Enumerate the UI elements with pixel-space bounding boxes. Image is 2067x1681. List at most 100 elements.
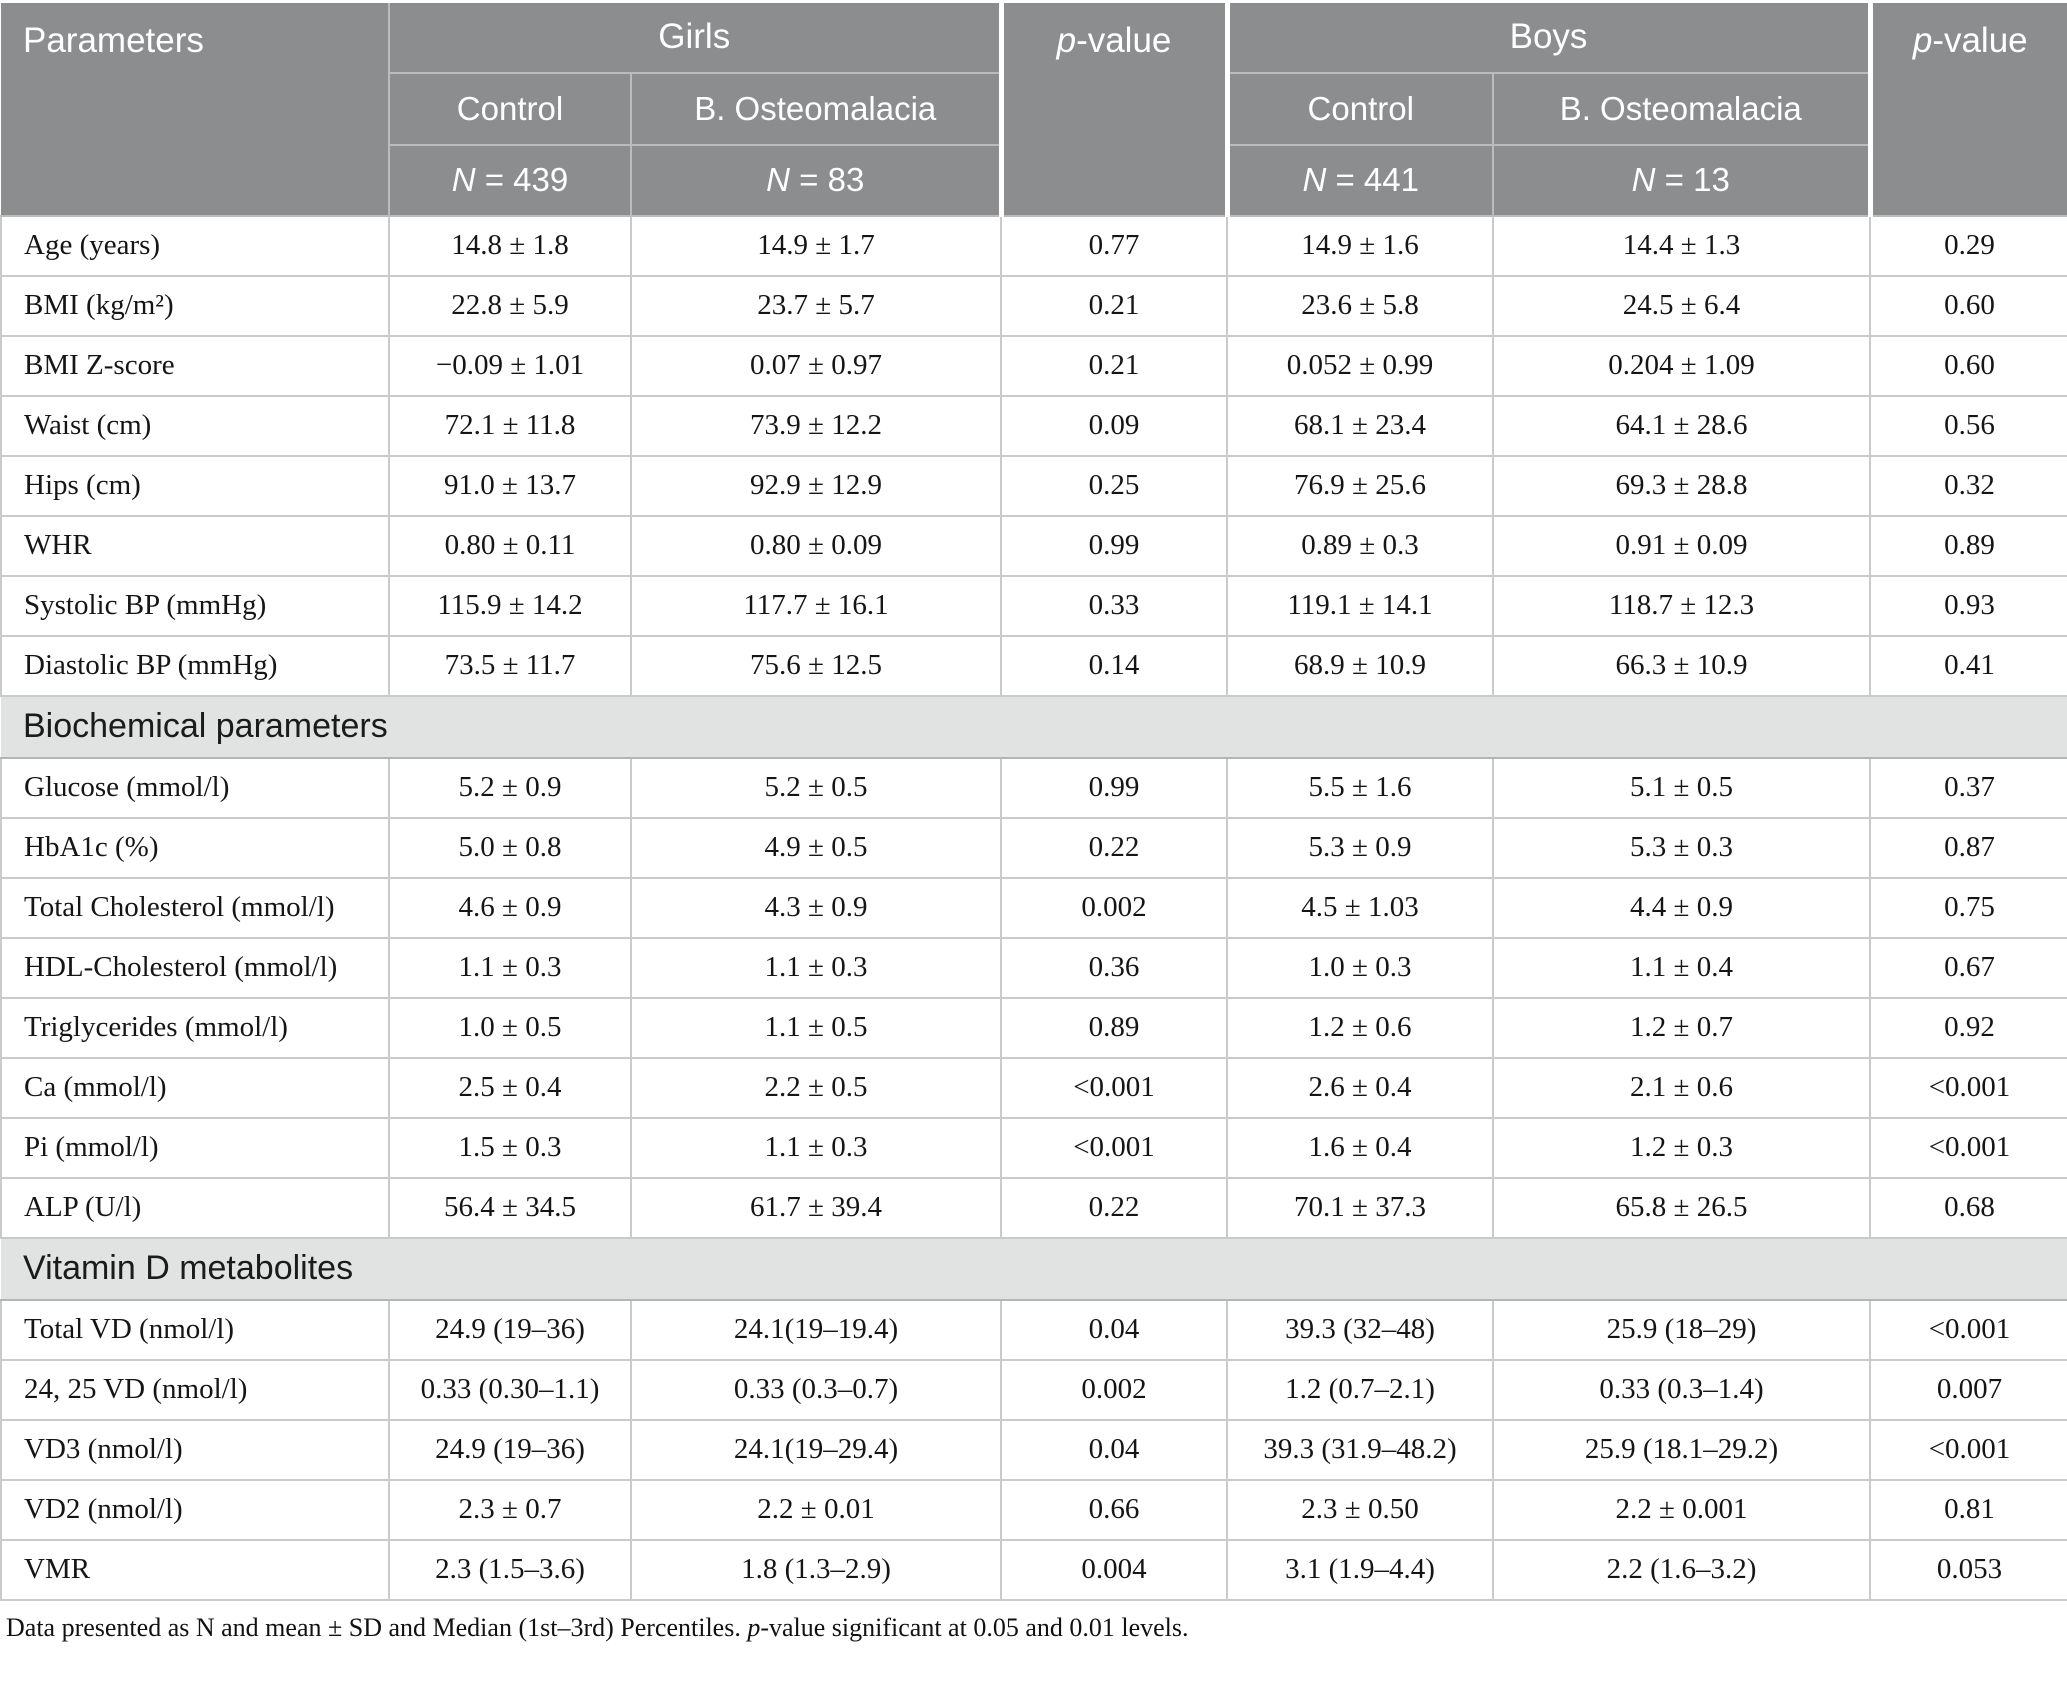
row-value: 117.7 ± 16.1 [630,574,1002,637]
n-value: = 441 [1326,161,1419,198]
row-value: 76.9 ± 25.6 [1226,454,1494,517]
row-parameter: Total VD (nmol/l) [0,1298,390,1361]
table-row: Ca (mmol/l) 2.5 ± 0.4 2.2 ± 0.5 <0.001 2.6 ±… [0,1056,2067,1119]
row-value: 0.93 [1869,574,2067,637]
table-row: Triglycerides (mmol/l) 1.0 ± 0.5 1.1 ± 0.5… [0,996,2067,1059]
row-value: 0.04 [1000,1298,1228,1361]
girls-osteomalacia-header: B. Osteomalacia [630,71,1002,146]
row-value: 69.3 ± 28.8 [1492,454,1871,517]
row-value: 1.0 ± 0.5 [388,996,632,1059]
girls-pvalue-column-header: p-value [998,0,1230,217]
row-value: 0.204 ± 1.09 [1492,334,1871,397]
table-row: Diastolic BP (mmHg) 73.5 ± 11.7 75.6 ± 12.… [0,634,2067,697]
table-row: WHR 0.80 ± 0.11 0.80 ± 0.09 0.99 0.89 ± 0.3 0… [0,514,2067,577]
row-value: 14.9 ± 1.6 [1226,214,1494,277]
row-value: 118.7 ± 12.3 [1492,574,1871,637]
table-row: VD3 (nmol/l) 24.9 (19–36) 24.1(19–29.4) 0.0… [0,1418,2067,1481]
row-value: 14.8 ± 1.8 [388,214,632,277]
row-value: 61.7 ± 39.4 [630,1176,1002,1239]
row-value: 1.8 (1.3–2.9) [630,1538,1002,1601]
footnote-part2: -value significant at 0.05 and 0.01 leve… [760,1612,1189,1642]
row-value: 1.0 ± 0.3 [1226,936,1494,999]
table-row: Pi (mmol/l) 1.5 ± 0.3 1.1 ± 0.3 <0.001 1.6 ±… [0,1116,2067,1179]
row-value: <0.001 [1869,1418,2067,1481]
row-value: 4.4 ± 0.9 [1492,876,1871,939]
row-parameter: 24, 25 VD (nmol/l) [0,1358,390,1421]
n-italic: N [1631,161,1656,198]
row-value: 24.5 ± 6.4 [1492,274,1871,337]
row-value: 72.1 ± 11.8 [388,394,632,457]
row-parameter: VD3 (nmol/l) [0,1418,390,1481]
row-value: 0.67 [1869,936,2067,999]
boys-osteomalacia-n: N = 13 [1492,143,1871,217]
table-row: Glucose (mmol/l) 5.2 ± 0.9 5.2 ± 0.5 0.99 5.… [0,756,2067,819]
row-value: 24.1(19–29.4) [630,1418,1002,1481]
row-value: 0.21 [1000,334,1228,397]
row-value: 14.9 ± 1.7 [630,214,1002,277]
row-value: 39.3 (32–48) [1226,1298,1494,1361]
row-value: 0.80 ± 0.09 [630,514,1002,577]
row-value: 4.5 ± 1.03 [1226,876,1494,939]
pvalue-rest: -value [1076,21,1172,60]
row-parameter: ALP (U/l) [0,1176,390,1239]
boys-control-n: N = 441 [1226,143,1494,217]
n-value: = 439 [475,161,569,198]
row-value: 0.33 (0.3–1.4) [1492,1358,1871,1421]
row-value: 0.09 [1000,394,1228,457]
row-value: 0.89 [1869,514,2067,577]
row-value: 2.3 (1.5–3.6) [388,1538,632,1601]
row-value: 0.33 (0.30–1.1) [388,1358,632,1421]
row-value: 1.6 ± 0.4 [1226,1116,1494,1179]
row-value: 4.6 ± 0.9 [388,876,632,939]
row-parameter: Waist (cm) [0,394,390,457]
row-value: 2.5 ± 0.4 [388,1056,632,1119]
row-value: 0.002 [1000,1358,1228,1421]
row-parameter: Hips (cm) [0,454,390,517]
row-value: 5.2 ± 0.5 [630,756,1002,819]
row-value: 0.56 [1869,394,2067,457]
row-value: 68.9 ± 10.9 [1226,634,1494,697]
row-value: −0.09 ± 1.01 [388,334,632,397]
row-value: 0.92 [1869,996,2067,1059]
row-value: 0.89 ± 0.3 [1226,514,1494,577]
table-row: Total Cholesterol (mmol/l) 4.6 ± 0.9 4.3 ±… [0,876,2067,939]
row-value: 1.2 ± 0.3 [1492,1116,1871,1179]
section-row: Vitamin D metabolites [1,1236,2067,1301]
row-value: 0.36 [1000,936,1228,999]
section-title: Biochemical parameters [1,694,2067,759]
row-parameter: WHR [0,514,390,577]
row-parameter: BMI (kg/m²) [0,274,390,337]
row-value: 1.5 ± 0.3 [388,1116,632,1179]
row-value: 0.77 [1000,214,1228,277]
row-value: 0.60 [1869,274,2067,337]
table-row: Total VD (nmol/l) 24.9 (19–36) 24.1(19–19.… [0,1298,2067,1361]
table-row: BMI Z-score −0.09 ± 1.01 0.07 ± 0.97 0.21 0.… [0,334,2067,397]
row-value: 24.9 (19–36) [388,1418,632,1481]
pvalue-rest: -value [1932,21,2028,60]
footnote-part1: Data presented as N and mean ± SD and Me… [6,1612,748,1642]
girls-group-header: Girls [388,0,1002,74]
row-value: 0.89 [1000,996,1228,1059]
row-value: 1.1 ± 0.4 [1492,936,1871,999]
table-row: Waist (cm) 72.1 ± 11.8 73.9 ± 12.2 0.09 68.1… [0,394,2067,457]
pvalue-italic-p: p [1056,21,1077,60]
row-parameter: Diastolic BP (mmHg) [0,634,390,697]
row-value: 0.052 ± 0.99 [1226,334,1494,397]
row-parameter: VD2 (nmol/l) [0,1478,390,1541]
row-value: 0.29 [1869,214,2067,277]
row-value: 2.2 ± 0.5 [630,1056,1002,1119]
boys-osteomalacia-header: B. Osteomalacia [1492,71,1871,146]
row-value: 22.8 ± 5.9 [388,274,632,337]
row-value: 65.8 ± 26.5 [1492,1176,1871,1239]
row-value: <0.001 [1000,1116,1228,1179]
table-row: HbA1c (%) 5.0 ± 0.8 4.9 ± 0.5 0.22 5.3 ± 0.9… [0,816,2067,879]
row-value: 1.1 ± 0.5 [630,996,1002,1059]
row-value: 0.37 [1869,756,2067,819]
row-value: 0.60 [1869,334,2067,397]
row-value: 0.21 [1000,274,1228,337]
row-value: 5.1 ± 0.5 [1492,756,1871,819]
row-value: 0.25 [1000,454,1228,517]
section-title: Vitamin D metabolites [1,1236,2067,1301]
row-value: 75.6 ± 12.5 [630,634,1002,697]
boys-pvalue-column-header: p-value [1867,0,2067,217]
